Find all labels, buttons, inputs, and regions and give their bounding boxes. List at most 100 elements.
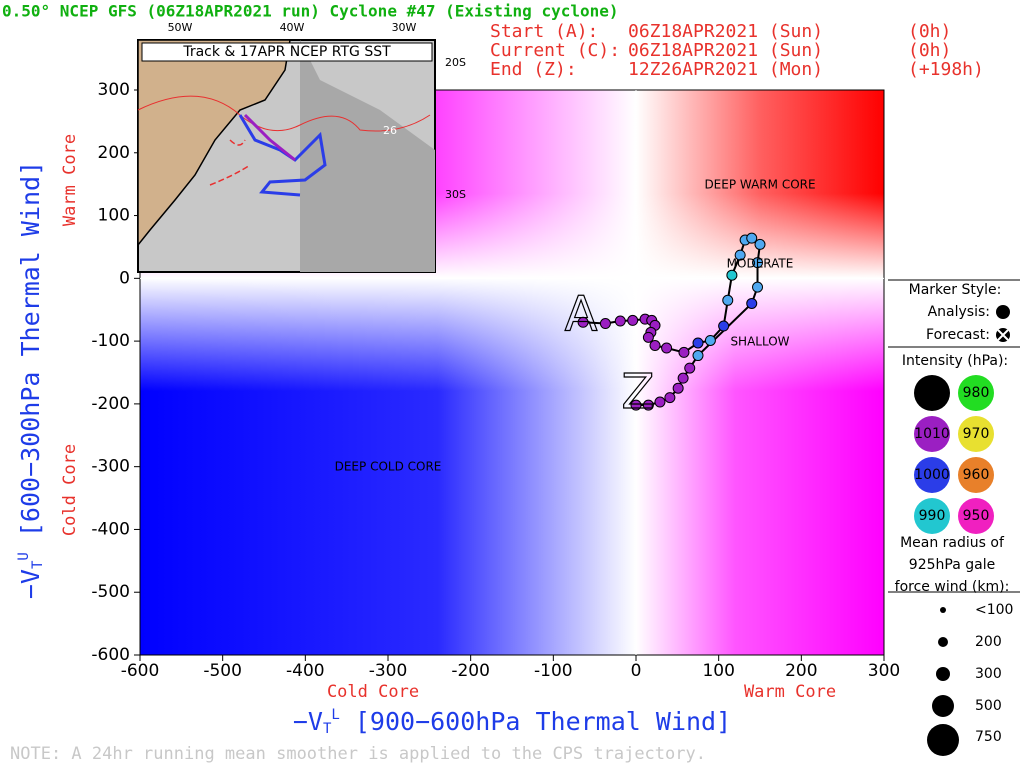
intensity-swatch: [914, 375, 950, 411]
y-tick-label: 0: [119, 268, 130, 288]
intensity-label: 990: [919, 508, 946, 524]
legend-title: force wind (km):: [895, 579, 1010, 595]
note: NOTE: A 24hr running mean smoother is ap…: [10, 744, 706, 764]
track-marker: [734, 249, 746, 261]
track-marker: [722, 294, 734, 306]
y-tick-label: -200: [91, 394, 130, 414]
x-tick-label: -300: [369, 661, 408, 681]
track-marker: [752, 281, 764, 293]
y-tick-label: -500: [91, 582, 130, 602]
y-axis-label: −VTU [600−300hPa Thermal Wind]: [16, 161, 46, 599]
intensity-label: 960: [963, 467, 990, 483]
radius-label: 200: [975, 634, 1002, 650]
intensity-swatch: [914, 498, 950, 534]
track-marker: [677, 372, 689, 384]
x-tick-label: -400: [286, 661, 325, 681]
y-axis-label-part: T: [30, 560, 46, 569]
lon-label: 30W: [392, 21, 417, 34]
chart-title: 0.50° NCEP GFS (06Z18APR2021 run) Cyclon…: [2, 2, 619, 21]
intensity-swatch: [958, 457, 994, 493]
region-label: MODERATE: [727, 257, 794, 271]
x-tick-label: -100: [534, 661, 573, 681]
region-label: SHALLOW: [730, 335, 789, 349]
intensity-swatch: [958, 416, 994, 452]
end-label: Z: [622, 364, 655, 420]
track-marker: [746, 297, 758, 309]
legend-title: 925hPa gale: [909, 557, 995, 573]
header-info-text: 06Z18APR2021 (Sun): [628, 21, 823, 42]
x-tick-label: -600: [121, 661, 160, 681]
legend-title: Intensity (hPa):: [902, 353, 1008, 369]
track-marker: [754, 238, 766, 250]
y-tick-label: -400: [91, 519, 130, 539]
track-marker: [627, 314, 639, 326]
radius-label: <100: [975, 602, 1013, 618]
track-marker: [752, 257, 764, 269]
y-tick-label: 300: [98, 80, 130, 100]
lat-label: 30S: [445, 188, 466, 201]
plot: -600 -500 -400 -300 -200 -100 0 100 200 300 -600 -5…: [91, 80, 900, 681]
intensity-label: 950: [963, 508, 990, 524]
header-info-text: 06Z18APR2021 (Sun): [628, 40, 823, 61]
header-info-text: Start (A):: [490, 21, 598, 42]
region-label: DEEP WARM CORE: [704, 178, 815, 192]
radius-label: 750: [975, 729, 1002, 745]
y-tick-label: -600: [91, 645, 130, 665]
x-tick-label: 0: [631, 661, 642, 681]
intensity-label: 1010: [914, 426, 950, 442]
y-axis-label-part: −V: [16, 569, 45, 599]
track-marker: [692, 337, 704, 349]
track-marker: [649, 340, 661, 352]
lat-label: 20S: [445, 56, 466, 69]
track-marker: [642, 331, 654, 343]
x-axis-label-part: [900−600hPa Thermal Wind]: [340, 707, 731, 736]
sst-label: 26: [383, 124, 397, 137]
x-sublabel: Cold Core: [327, 682, 419, 702]
intensity-swatch: [958, 375, 994, 411]
y-tick-label: -300: [91, 457, 130, 477]
intensity-swatch: [958, 498, 994, 534]
x-tick-label: -500: [203, 661, 242, 681]
x-axis-label: −VTL [900−600hPa Thermal Wind]: [293, 707, 731, 737]
y-axis-label-part: [600−300hPa Thermal Wind]: [16, 161, 45, 552]
intensity-label: 1015: [914, 385, 950, 401]
lon-label: 50W: [168, 21, 193, 34]
header-info: Start (A): 06Z18APR2021 (Sun) (0h) Current …: [490, 21, 984, 80]
intensity-label: 1000: [914, 467, 950, 483]
track-marker: [692, 350, 704, 362]
track-marker: [672, 382, 684, 394]
track-marker: [704, 334, 716, 346]
y-sublabel: Warm Core: [60, 134, 80, 226]
header-info-text: End (Z):: [490, 59, 577, 80]
track-marker: [664, 392, 676, 404]
track-marker: [630, 399, 642, 411]
track-marker: [614, 315, 626, 327]
track-marker: [599, 318, 611, 330]
x-sublabel: Warm Core: [744, 682, 836, 702]
track-marker: [746, 232, 758, 244]
legend-title: Marker Style:: [909, 282, 1002, 298]
y-tick-label: 200: [98, 143, 130, 163]
x-tick-label: 300: [868, 661, 900, 681]
x-axis-label-part: T: [323, 721, 332, 737]
start-label: A: [565, 286, 598, 342]
track-marker: [661, 342, 673, 354]
legend: Marker Style: Analysis: Forecast: Intens…: [888, 279, 1020, 756]
inset-map: Track & 17APR NCEP RTG SST 50W 40W 30W 2…: [137, 21, 466, 273]
track-marker: [654, 396, 666, 408]
region-label: DEEP COLD CORE: [335, 460, 442, 474]
radius-label: 500: [975, 698, 1002, 714]
intensity-swatch: [914, 416, 950, 452]
intensity-label: 970: [963, 426, 990, 442]
x-axis-label-part: −V: [293, 707, 323, 736]
header-info-text: (0h): [908, 40, 951, 61]
y-tick-label: 100: [98, 206, 130, 226]
radius-label: 300: [975, 666, 1002, 682]
x-axis-label-part: L: [331, 707, 339, 723]
y-sublabel: Cold Core: [60, 444, 80, 536]
intensity-swatch: [914, 457, 950, 493]
x-tick-label: -200: [451, 661, 490, 681]
x-tick-label: 100: [702, 661, 734, 681]
header-info-text: 12Z26APR2021 (Mon): [628, 59, 823, 80]
header-info-text: (+198h): [908, 59, 984, 80]
